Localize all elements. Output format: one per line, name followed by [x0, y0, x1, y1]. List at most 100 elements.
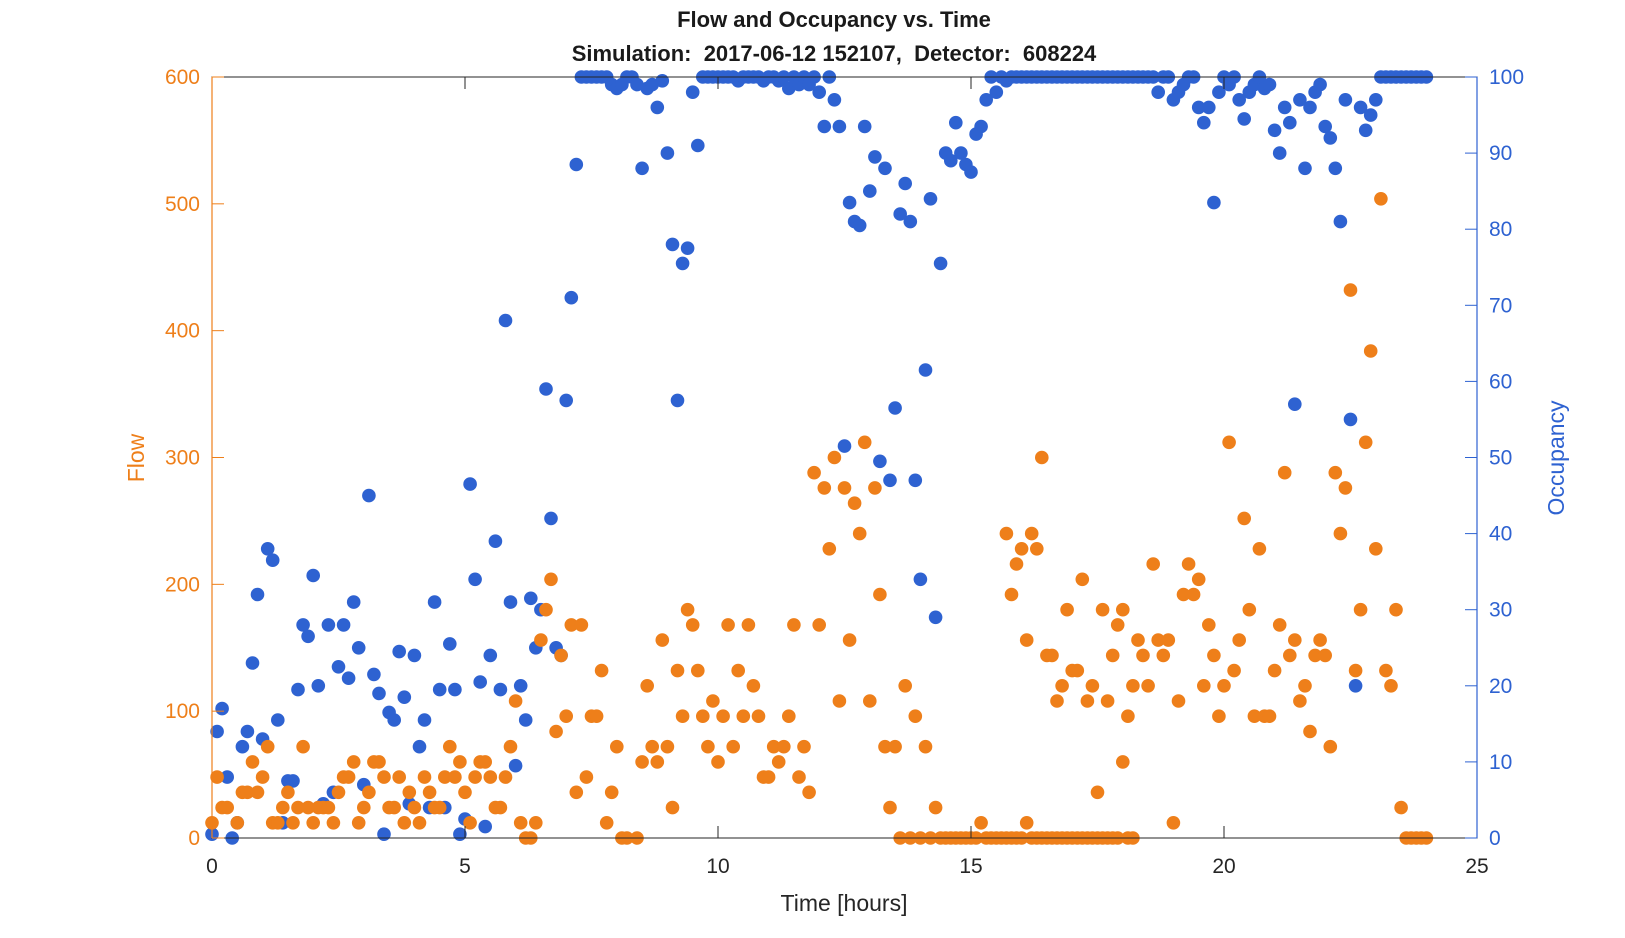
flow-point: [529, 816, 543, 830]
occupancy-point: [883, 473, 897, 488]
flow-point: [1298, 679, 1312, 693]
flow-point: [458, 785, 472, 800]
right-tick-label: 10: [1489, 751, 1512, 774]
occupancy-point: [1197, 115, 1211, 130]
flow-point: [680, 602, 695, 617]
flow-point: [1035, 450, 1049, 465]
flow-point: [1277, 465, 1292, 480]
occupancy-point: [1348, 679, 1363, 693]
flow-point: [250, 785, 265, 800]
left-tick-label: 200: [165, 573, 200, 596]
flow-point: [822, 542, 837, 556]
flow-point: [812, 618, 826, 632]
flow-point: [1283, 648, 1297, 663]
flow-point: [918, 739, 933, 754]
flow-point: [1050, 694, 1064, 708]
flow-point: [736, 709, 751, 723]
occupancy-point: [888, 401, 902, 415]
occupancy-point: [341, 671, 356, 685]
flow-point: [807, 465, 821, 480]
occupancy-point: [412, 739, 427, 754]
flow-point: [842, 633, 857, 647]
occupancy-point: [630, 77, 644, 92]
flow-point: [346, 755, 361, 769]
flow-point: [1131, 633, 1145, 647]
flow-point: [508, 694, 523, 708]
flow-point: [1151, 633, 1165, 647]
occupancy-point: [964, 165, 978, 179]
flow-point: [888, 739, 902, 754]
occupancy-point: [1191, 100, 1206, 115]
occupancy-point: [301, 629, 315, 644]
flow-point: [1080, 694, 1095, 708]
occupancy-point: [893, 207, 907, 221]
flow-point: [240, 785, 255, 800]
flow-point: [1121, 709, 1135, 723]
occupancy-point: [215, 701, 229, 716]
occupancy-point: [478, 819, 493, 834]
occupancy-point: [544, 511, 558, 526]
flow-point: [589, 709, 604, 723]
flow-point: [1146, 557, 1160, 571]
left-tick-label: 600: [165, 66, 200, 89]
occupancy-point: [220, 770, 234, 784]
flow-point: [1323, 739, 1338, 754]
plot-area-frame: [211, 76, 1478, 839]
x-tick-label: 15: [959, 855, 982, 878]
flow-point: [1353, 602, 1368, 617]
flow-point: [777, 739, 791, 754]
chart-title: Flow and Occupancy vs. Time: [677, 7, 991, 32]
flow-point: [650, 755, 665, 769]
flow-point: [402, 785, 417, 800]
occupancy-point: [1343, 412, 1358, 427]
flow-point: [210, 770, 224, 784]
occupancy-point: [873, 454, 887, 469]
flow-point: [837, 481, 852, 495]
flow-point: [731, 663, 745, 678]
occupancy-point: [680, 241, 695, 255]
right-tick-label: 100: [1489, 66, 1524, 89]
occupancy-point: [1363, 108, 1378, 122]
occupancy-point: [473, 675, 488, 689]
flow-point: [387, 800, 402, 815]
occupancy-point: [1283, 115, 1297, 130]
occupancy-point: [539, 382, 553, 396]
flow-point: [286, 816, 300, 830]
occupancy-point: [1237, 112, 1251, 126]
flow-series: [205, 192, 1434, 845]
occupancy-point: [367, 667, 381, 682]
flow-point: [1116, 602, 1130, 617]
flow-point: [1242, 602, 1257, 617]
flow-point: [351, 816, 366, 830]
flow-point: [478, 755, 493, 769]
flow-point: [1358, 435, 1373, 450]
left-axis-ticks: 0 100 200 300 400 500 600: [165, 66, 224, 850]
flow-point: [802, 785, 816, 800]
flow-point: [296, 739, 310, 754]
x-tick-label: 25: [1465, 855, 1488, 878]
occupancy-point: [392, 644, 407, 659]
occupancy-point: [660, 146, 675, 160]
occupancy-point: [210, 724, 224, 739]
flow-point: [832, 694, 847, 708]
occupancy-point: [1267, 123, 1282, 138]
occupancy-point: [1151, 85, 1165, 99]
occupancy-point: [362, 488, 376, 503]
right-tick-label: 60: [1489, 370, 1512, 393]
occupancy-point: [1338, 93, 1353, 107]
flow-point: [1126, 679, 1140, 693]
occupancy-point: [918, 363, 933, 377]
flow-point: [655, 633, 670, 647]
flow-point: [306, 816, 321, 830]
flow-point: [817, 481, 832, 495]
flow-point: [1272, 618, 1287, 632]
occupancy-point: [321, 618, 336, 632]
flow-point: [1227, 663, 1241, 678]
occupancy-point: [372, 686, 386, 701]
occupancy-point: [989, 85, 1004, 99]
flow-point: [1217, 679, 1231, 693]
flow-point: [1116, 755, 1130, 769]
occupancy-point: [1298, 161, 1312, 176]
occupancy-point: [949, 115, 963, 130]
occupancy-point: [443, 637, 457, 651]
